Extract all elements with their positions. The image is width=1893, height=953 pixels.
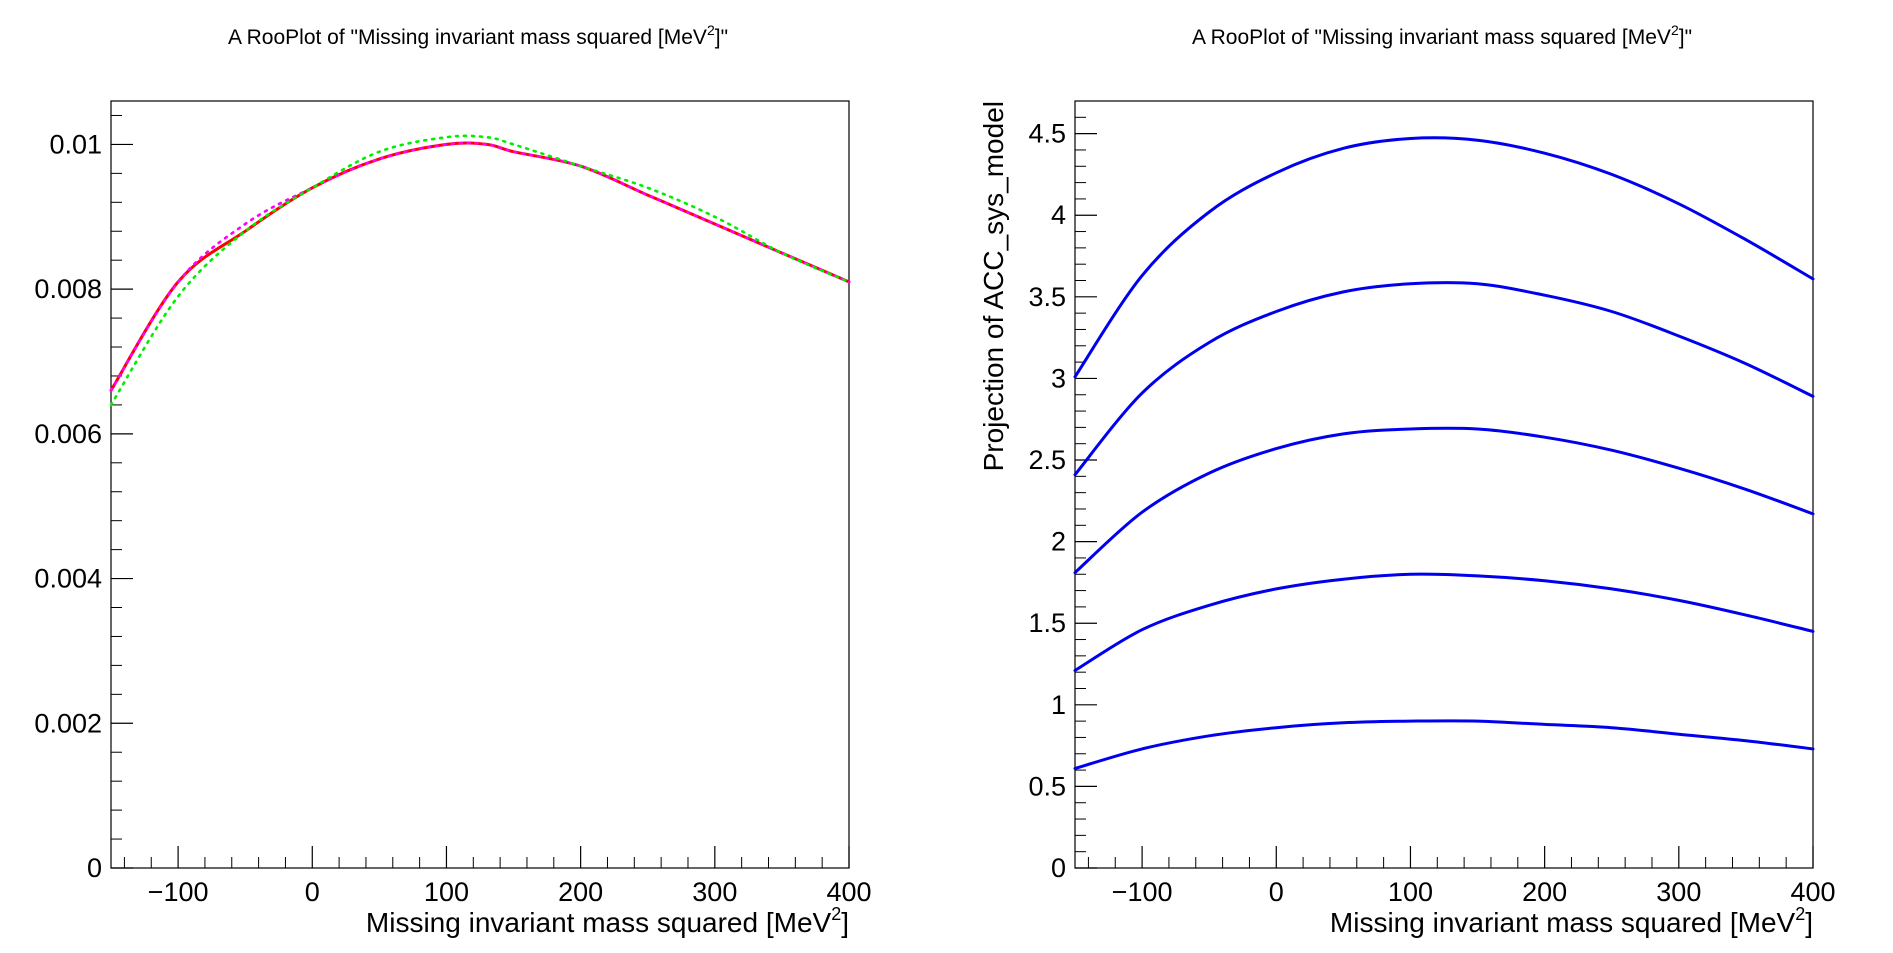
left-y-tick-label: 0.004 — [34, 564, 102, 594]
left-plot-title: A RooPlot of "Missing invariant mass squ… — [228, 22, 728, 49]
right-plot-y-axis-label: Projection of ACC_sys_model — [978, 101, 1009, 471]
left-x-tick-label: 0 — [305, 877, 320, 907]
right-x-tick-label: 0 — [1269, 877, 1284, 907]
right-y-tick-label: 1 — [1051, 690, 1066, 720]
right-x-tick-label: 100 — [1388, 877, 1433, 907]
right-series-curve-2 — [1073, 572, 1815, 672]
left-plot-series — [109, 134, 851, 407]
left-x-tick-label: 400 — [826, 877, 871, 907]
left-y-tick-label: 0 — [87, 853, 102, 883]
right-y-tick-label: 3 — [1051, 363, 1066, 393]
right-series-curve-3 — [1073, 426, 1815, 575]
right-plot: A RooPlot of "Missing invariant mass squ… — [978, 22, 1836, 938]
right-y-tick-label: 2.5 — [1028, 445, 1066, 475]
right-plot-tick-labels: −100 0 100 200 300 400 0 0.5 1 1.5 2 2.5 3 3.5 4 4.5 — [1028, 119, 1835, 907]
left-plot-x-axis-label-superscript: 2 — [831, 904, 841, 924]
right-series-curve-4 — [1073, 281, 1815, 477]
right-x-tick-label: 200 — [1522, 877, 1567, 907]
right-plot-x-axis-label-superscript: 2 — [1795, 904, 1805, 924]
right-y-tick-label: 1.5 — [1028, 608, 1066, 638]
right-y-tick-label: 4 — [1051, 200, 1066, 230]
right-plot-x-axis-label: Missing invariant mass squared [MeV2] — [1330, 904, 1813, 938]
left-y-tick-label: 0.01 — [49, 129, 102, 159]
left-x-tick-label: 300 — [692, 877, 737, 907]
left-x-tick-label: 200 — [558, 877, 603, 907]
left-y-tick-label: 0.008 — [34, 274, 102, 304]
left-plot-axis-ticks — [111, 114, 850, 869]
right-y-tick-label: 3.5 — [1028, 282, 1066, 312]
left-y-tick-label: 0.002 — [34, 708, 102, 738]
right-plot-title-superscript: 2 — [1671, 22, 1679, 38]
right-plot-axis-ticks — [1075, 100, 1814, 869]
right-series-curve-1 — [1073, 719, 1815, 770]
right-plot-title: A RooPlot of "Missing invariant mass squ… — [1192, 22, 1692, 49]
left-x-tick-label: 100 — [424, 877, 469, 907]
right-y-tick-label: 4.5 — [1028, 119, 1066, 149]
left-plot-title-superscript: 2 — [707, 22, 715, 38]
left-series-green-dotted — [109, 134, 851, 407]
right-x-tick-label: 300 — [1656, 877, 1701, 907]
left-series-magenta-dotted — [109, 141, 851, 392]
right-x-tick-label: −100 — [1112, 877, 1173, 907]
left-series-nominal — [109, 141, 851, 392]
right-y-tick-label: 2 — [1051, 527, 1066, 557]
left-x-tick-label: −100 — [148, 877, 209, 907]
right-y-tick-label: 0 — [1051, 853, 1066, 883]
left-y-tick-label: 0.006 — [34, 419, 102, 449]
right-x-tick-label: 400 — [1790, 877, 1835, 907]
left-plot: A RooPlot of "Missing invariant mass squ… — [34, 22, 871, 938]
right-plot-series — [1073, 136, 1815, 770]
right-plot-frame — [1074, 100, 1814, 869]
left-plot-x-axis-label: Missing invariant mass squared [MeV2] — [366, 904, 849, 938]
left-plot-frame — [110, 100, 850, 869]
right-series-curve-5 — [1073, 136, 1815, 379]
right-y-tick-label: 0.5 — [1028, 771, 1066, 801]
left-plot-tick-labels: −100 0 100 200 300 400 0 0.002 0.004 0.006 0.008 0.… — [34, 129, 871, 907]
